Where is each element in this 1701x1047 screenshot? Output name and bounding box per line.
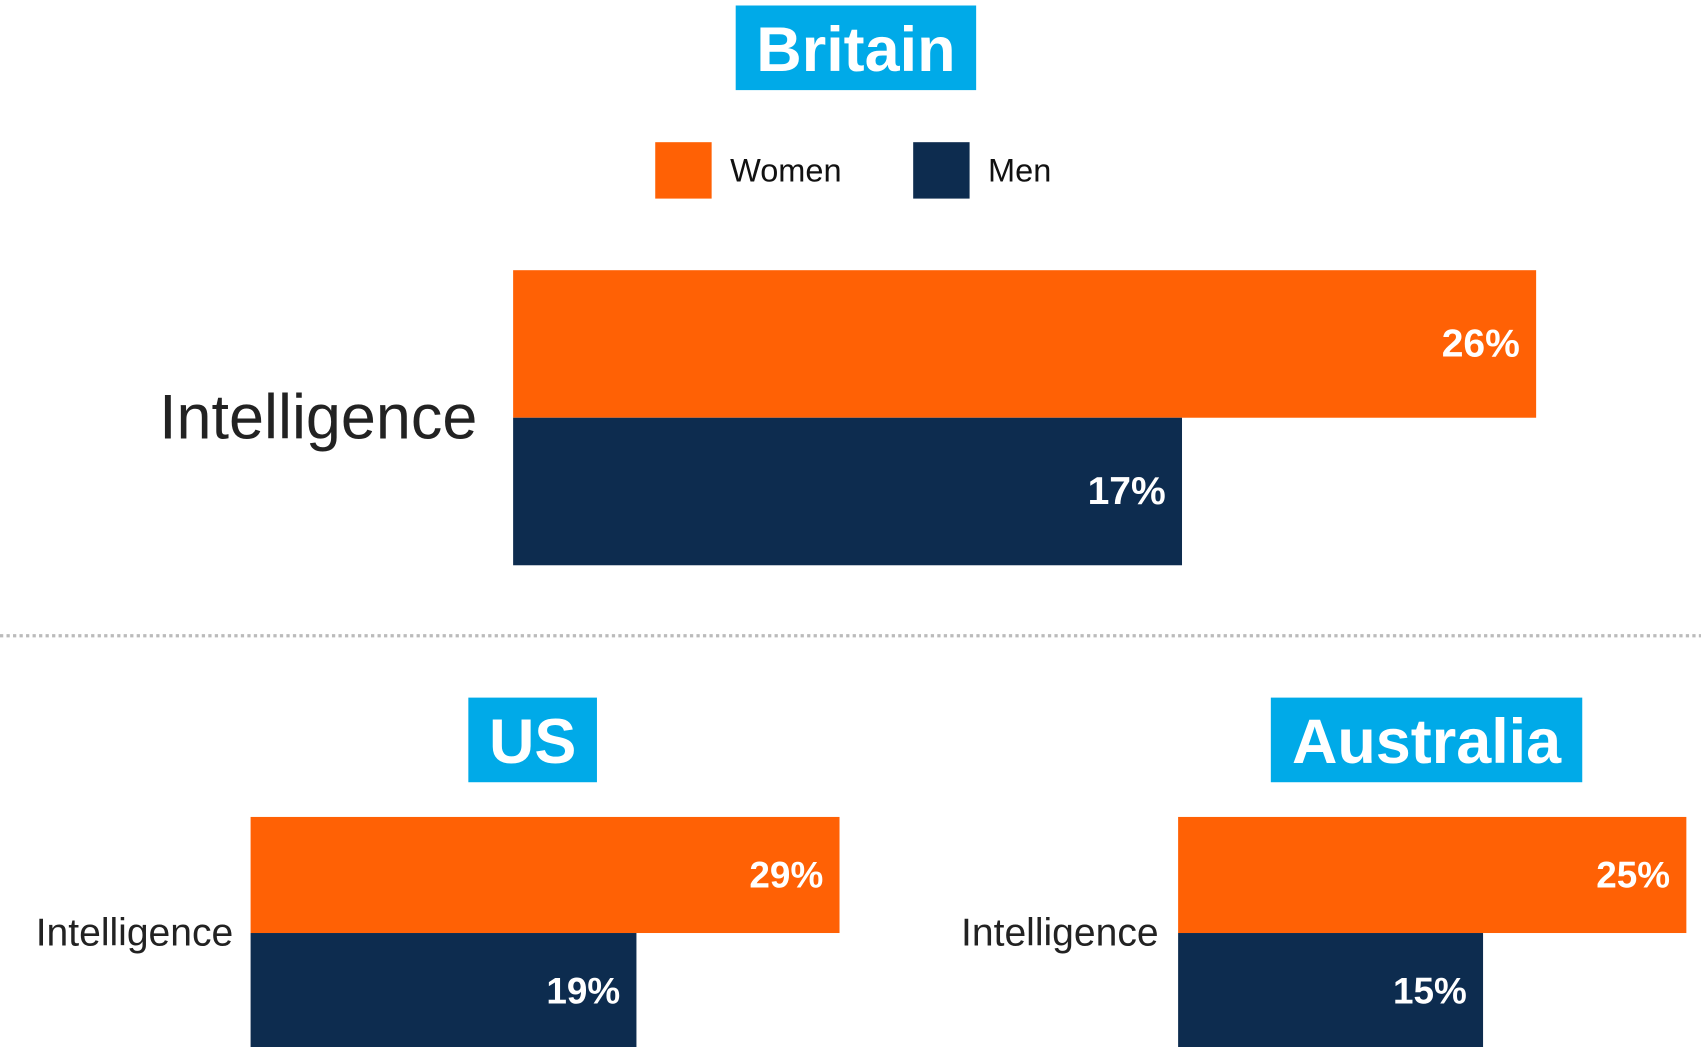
title-box — [1270, 697, 1583, 783]
bar — [1178, 933, 1484, 1047]
bar — [250, 933, 637, 1047]
value-label: 15% — [1393, 971, 1467, 1012]
category-label: Intelligence — [961, 912, 1159, 955]
legend-label: Men — [988, 152, 1051, 188]
bar — [1178, 816, 1687, 934]
value-label: 19% — [546, 971, 620, 1012]
chart-title: Australia — [1292, 707, 1562, 777]
chart-title: US — [489, 707, 576, 777]
legend-label: Women — [730, 152, 841, 188]
bar — [513, 417, 1183, 566]
bar — [513, 270, 1537, 418]
legend-swatch — [913, 142, 970, 199]
title-box — [735, 5, 977, 91]
category-label: Intelligence — [159, 383, 477, 453]
category-label: Intelligence — [36, 912, 234, 955]
value-label: 26% — [1442, 322, 1520, 365]
chart-title: Britain — [756, 15, 955, 85]
bar — [250, 816, 840, 934]
legend-swatch — [655, 142, 712, 199]
value-label: 17% — [1088, 470, 1166, 513]
value-label: 29% — [749, 854, 823, 895]
title-box — [468, 697, 597, 783]
value-label: 25% — [1596, 854, 1670, 895]
